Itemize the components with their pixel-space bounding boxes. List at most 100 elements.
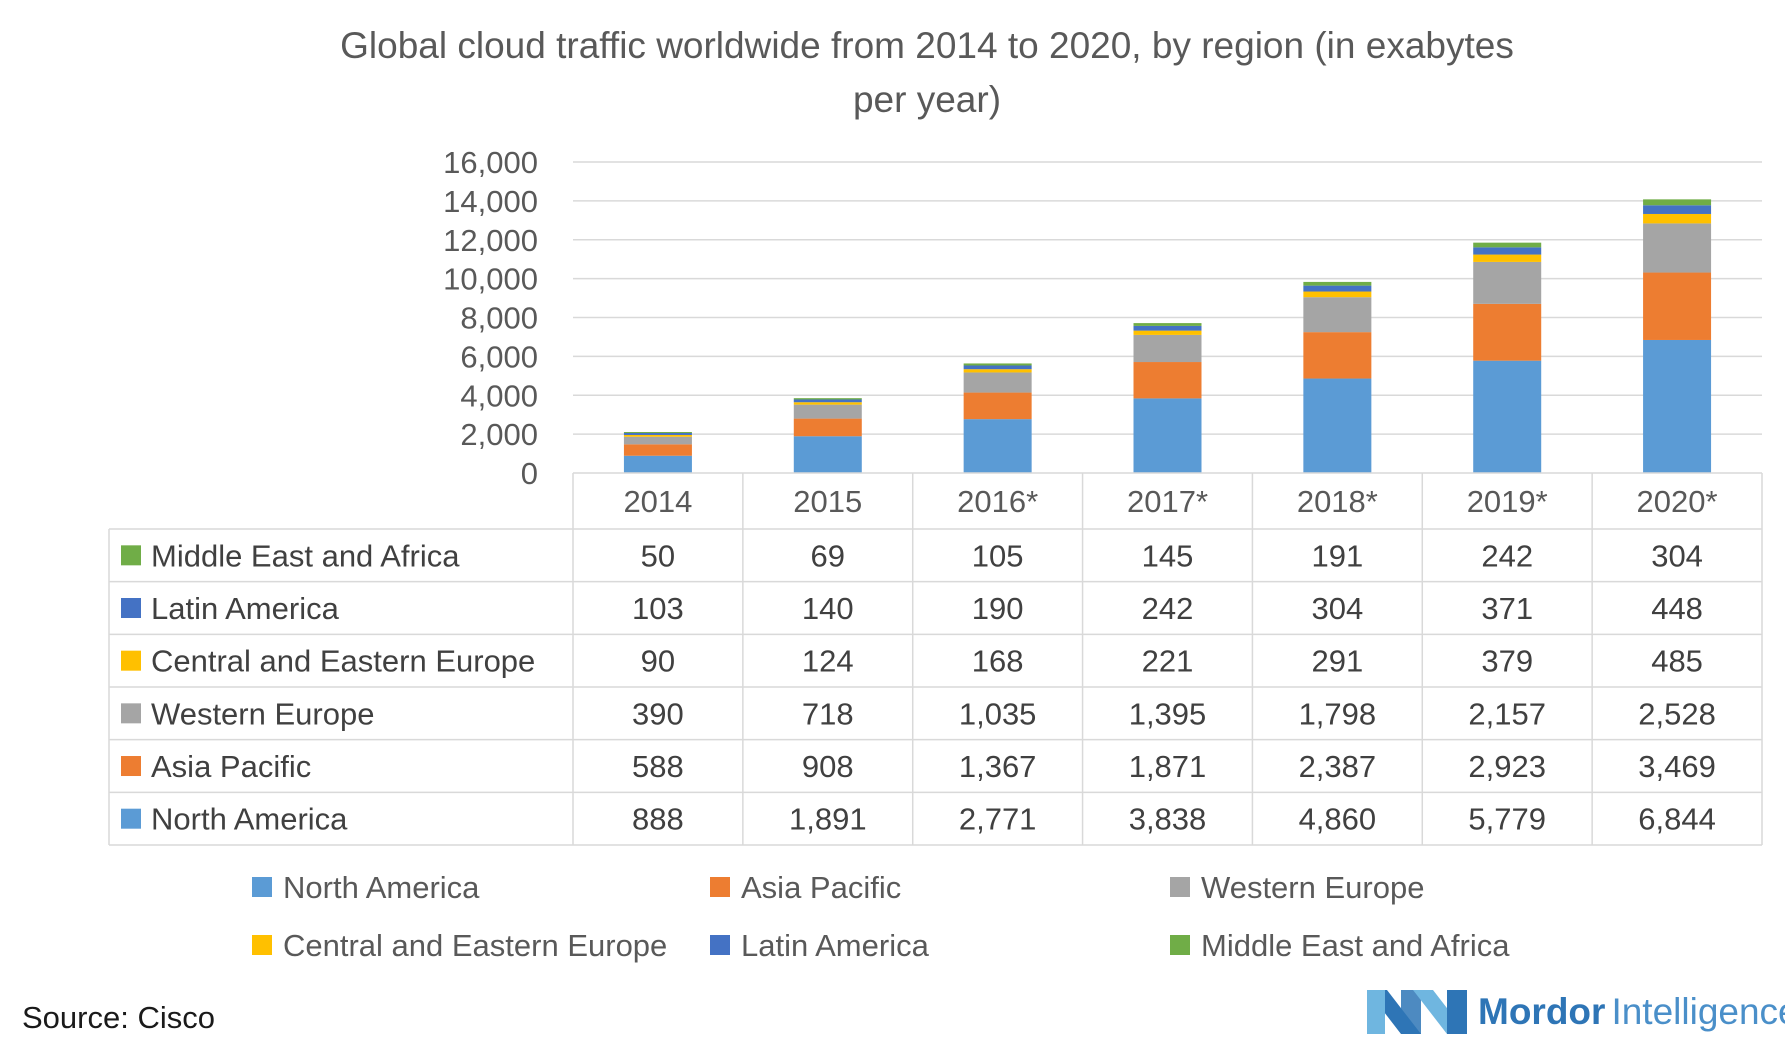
bar-western-europe: [793, 404, 862, 419]
y-tick-label: 4,000: [460, 378, 538, 413]
bar-middle-east-and-africa: [1303, 281, 1372, 286]
logo-text-light: Intelligence: [1611, 991, 1785, 1032]
bar-north-america: [793, 436, 862, 473]
table-row-color-key: [121, 703, 141, 724]
source-note: Source: Cisco: [22, 1000, 215, 1035]
table-cell: 2,528: [1638, 696, 1716, 731]
table-cell: 2,387: [1299, 749, 1377, 784]
table-cell: 304: [1311, 591, 1363, 626]
category-label: 2020*: [1637, 484, 1718, 519]
bar-latin-america: [963, 365, 1032, 370]
y-tick-label: 8,000: [460, 301, 538, 336]
bar-north-america: [623, 455, 692, 473]
bar-asia-pacific: [793, 418, 862, 437]
bar-middle-east-and-africa: [1473, 242, 1542, 248]
bar-north-america: [1303, 378, 1372, 473]
bar-western-europe: [1643, 223, 1712, 273]
bar-latin-america: [1473, 247, 1542, 255]
bar-central-and-eastern-europe: [1473, 254, 1542, 262]
table-cell: 3,838: [1129, 802, 1207, 837]
table-cell: 2,923: [1468, 749, 1546, 784]
legend-color-key: [710, 877, 730, 897]
legend-color-key: [1170, 877, 1190, 897]
table-cell: 3,469: [1638, 749, 1716, 784]
bar-middle-east-and-africa: [623, 432, 692, 433]
table-cell: 2,157: [1468, 696, 1546, 731]
bar-latin-america: [1643, 205, 1712, 214]
bar-western-europe: [963, 372, 1032, 393]
category-label: 2016*: [957, 484, 1038, 519]
table-cell: 90: [641, 644, 675, 679]
bar-central-and-eastern-europe: [623, 434, 692, 437]
bar-western-europe: [1303, 297, 1372, 333]
bar-asia-pacific: [1473, 303, 1542, 361]
table-cell: 5,779: [1468, 802, 1546, 837]
legend-entry: Asia Pacific: [741, 870, 901, 905]
bar-asia-pacific: [1133, 362, 1202, 399]
table-cell: 124: [802, 644, 854, 679]
table-cell: 304: [1651, 538, 1703, 573]
y-tick-label: 0: [521, 456, 538, 491]
legend: North America Asia Pacific Western Europe C…: [252, 870, 1510, 963]
y-tick-label: 12,000: [443, 223, 538, 258]
table-cell: 168: [972, 644, 1024, 679]
table-row-label: Western Europe: [151, 696, 374, 731]
bar-north-america: [963, 419, 1032, 473]
table-row-label: Asia Pacific: [151, 749, 311, 784]
table-cell: 1,798: [1299, 696, 1377, 731]
table-cell: 103: [632, 591, 684, 626]
table-row-color-key: [121, 650, 141, 671]
table-cell: 2,771: [959, 802, 1037, 837]
logo-text: Mordor Intelligence: [1478, 991, 1785, 1032]
y-tick-label: 2,000: [460, 417, 538, 452]
bar-central-and-eastern-europe: [793, 402, 862, 405]
legend-color-key: [252, 877, 272, 897]
y-tick-label: 6,000: [460, 339, 538, 374]
table-cell: 4,860: [1299, 802, 1377, 837]
bar-north-america: [1643, 339, 1712, 473]
category-label: 2014: [623, 484, 692, 519]
category-label: 2019*: [1467, 484, 1548, 519]
bar-middle-east-and-africa: [1643, 199, 1712, 206]
table-cell: 1,367: [959, 749, 1037, 784]
table-cell: 448: [1651, 591, 1703, 626]
bar-middle-east-and-africa: [1133, 323, 1202, 326]
table-cell: 588: [632, 749, 684, 784]
category-label: 2015: [793, 484, 862, 519]
table-cell: 242: [1481, 538, 1533, 573]
table-cell: 105: [972, 538, 1024, 573]
table-row-color-key: [121, 756, 141, 777]
category-label: 2018*: [1297, 484, 1378, 519]
data-table: 2014 2015 2016* 2017* 2018* 2019* 2020* Middle …: [108, 472, 1763, 846]
bar-central-and-eastern-europe: [1303, 291, 1372, 298]
table-cell: 379: [1481, 644, 1533, 679]
logo-text-bold: Mordor: [1478, 991, 1605, 1032]
bar-latin-america: [1133, 325, 1202, 331]
table-cell: 6,844: [1638, 802, 1716, 837]
table-row-color-key: [121, 545, 141, 566]
bar-western-europe: [1473, 261, 1542, 304]
table-row-label: Middle East and Africa: [151, 538, 460, 573]
table-cell: 718: [802, 696, 854, 731]
table-cell: 221: [1142, 644, 1194, 679]
table-row-color-key: [121, 598, 141, 619]
bar-asia-pacific: [963, 392, 1032, 420]
chart-title: Global cloud traffic worldwide from 2014…: [340, 25, 1514, 120]
table-cell: 1,891: [789, 802, 867, 837]
category-label: 2017*: [1127, 484, 1208, 519]
table-cell: 242: [1142, 591, 1194, 626]
table-cell: 1,035: [959, 696, 1037, 731]
chart-title-line-2: per year): [853, 79, 1001, 120]
table-row-label: Central and Eastern Europe: [151, 644, 535, 679]
bar-asia-pacific: [623, 444, 692, 456]
bar-north-america: [1133, 398, 1202, 473]
table-row-label: North America: [151, 802, 348, 837]
table-cell: 50: [641, 538, 675, 573]
chart-title-line-1: Global cloud traffic worldwide from 2014…: [340, 25, 1514, 66]
bar-asia-pacific: [1303, 332, 1372, 379]
bar-central-and-eastern-europe: [963, 369, 1032, 373]
legend-entry: Western Europe: [1201, 870, 1424, 905]
bar-north-america: [1473, 360, 1542, 473]
